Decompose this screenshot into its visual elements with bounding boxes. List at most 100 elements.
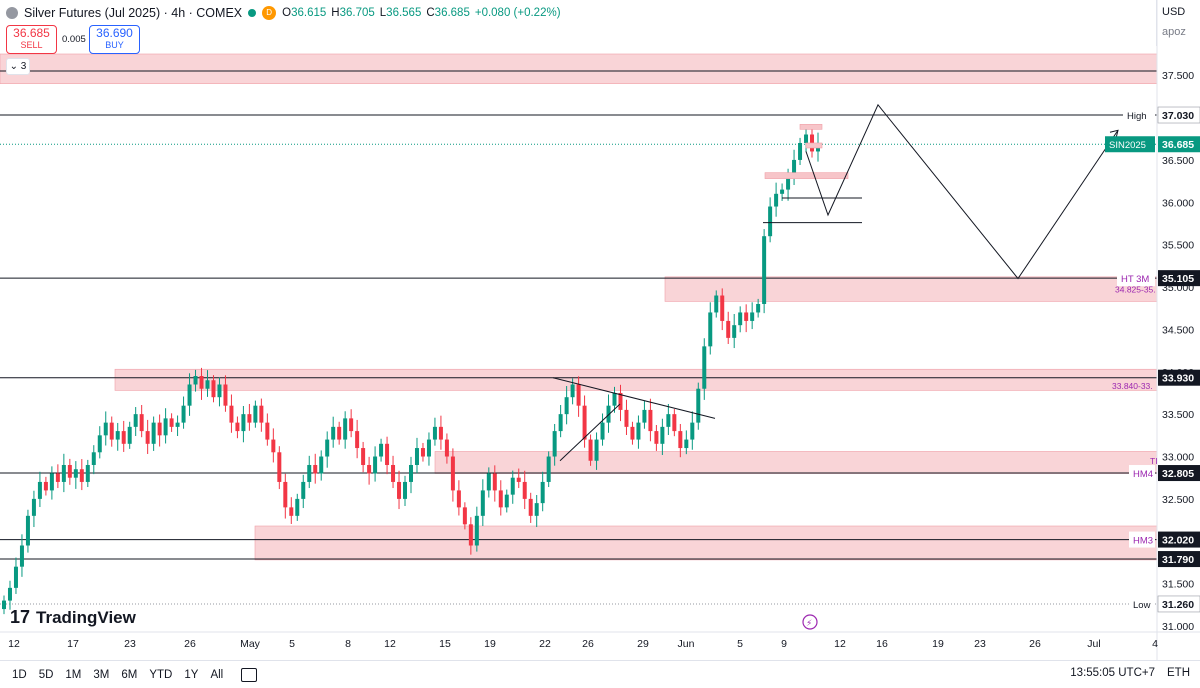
projection-path xyxy=(805,103,1119,280)
candle-body xyxy=(133,414,138,427)
x-tick-label: 9 xyxy=(781,638,787,650)
candle-body xyxy=(337,426,342,440)
level-tag-text: HM4 xyxy=(1133,469,1153,480)
candle-body xyxy=(109,422,114,440)
candle-body xyxy=(385,443,390,465)
candle-body xyxy=(756,303,761,313)
tf-1y[interactable]: 1Y xyxy=(184,668,199,681)
candle-body xyxy=(612,392,617,406)
x-tick-label: 26 xyxy=(184,638,196,650)
candle-body xyxy=(235,422,240,432)
candle-body xyxy=(492,473,497,491)
candle-body xyxy=(103,422,108,436)
tf-ytd[interactable]: YTD xyxy=(149,668,173,681)
candle-body xyxy=(594,439,599,461)
tf-1m[interactable]: 1M xyxy=(65,668,82,681)
tf-6m[interactable]: 6M xyxy=(121,668,138,681)
x-tick-label: 15 xyxy=(439,638,451,650)
zone-label: 34.825-35. xyxy=(1115,285,1156,295)
buy-label: BUY xyxy=(105,40,124,50)
candle-body xyxy=(307,464,312,482)
price-label-bg xyxy=(1158,551,1200,568)
sell-button[interactable]: 36.685 SELL xyxy=(6,25,57,54)
tf-1d[interactable]: 1D xyxy=(12,668,27,681)
price-label-bg xyxy=(1158,531,1200,548)
candle-body xyxy=(654,431,659,444)
candle-body xyxy=(792,159,797,177)
candle-body xyxy=(367,464,372,474)
candle-body xyxy=(648,409,653,432)
candle-body xyxy=(313,464,318,474)
candle-body xyxy=(600,422,605,440)
candle-body xyxy=(397,481,402,499)
candle-body xyxy=(426,439,431,457)
data-badge[interactable]: D xyxy=(262,6,277,20)
tf-all[interactable]: All xyxy=(210,668,224,681)
y-tick-label: 33.000 xyxy=(1162,452,1194,464)
x-tick-label: Jul xyxy=(1087,638,1100,650)
candle-body xyxy=(127,426,132,444)
candle-body xyxy=(438,426,443,440)
zone-label: TI xyxy=(1150,456,1158,466)
candle-body xyxy=(277,452,282,482)
level-tag-bg xyxy=(1129,531,1155,548)
scale-mode[interactable]: apoz xyxy=(1162,26,1186,38)
price-label: 36.685 xyxy=(1162,139,1194,151)
candle-body xyxy=(247,414,252,423)
spread-value: 0.005 xyxy=(62,34,86,45)
supply-demand-zone xyxy=(254,525,1158,561)
logo-text: TradingView xyxy=(36,607,136,627)
compare-range-icon[interactable] xyxy=(241,667,258,682)
ohlc-values: O36.615 H36.705 L36.565 C36.685 +0.080 (… xyxy=(282,7,561,19)
sell-price: 36.685 xyxy=(13,26,50,40)
sell-label: SELL xyxy=(20,40,43,50)
tf-5d[interactable]: 5D xyxy=(38,668,54,681)
candle-body xyxy=(726,320,731,338)
trendline xyxy=(552,377,716,419)
candle-body xyxy=(534,503,539,516)
clock[interactable]: 13:55:05 UTC+7 xyxy=(1070,667,1155,679)
session-toggle[interactable]: ETH xyxy=(1167,667,1190,679)
candle-body xyxy=(31,498,36,516)
symbol-title[interactable]: Silver Futures (Jul 2025) · 4h · COMEX xyxy=(24,6,243,20)
legend-header: Silver Futures (Jul 2025) · 4h · COMEX D… xyxy=(6,4,561,22)
candle-body xyxy=(606,405,611,423)
candle-body xyxy=(259,405,264,423)
close-value: 36.685 xyxy=(434,7,470,19)
candle-body xyxy=(546,456,551,482)
candle-body xyxy=(121,431,126,444)
price-label-bg xyxy=(1157,595,1200,613)
symbol-icon[interactable] xyxy=(6,7,18,19)
price-label-bg xyxy=(1158,270,1200,287)
candle-body xyxy=(73,469,78,478)
candle-body xyxy=(391,464,396,482)
candle-body xyxy=(462,507,467,525)
candle-body xyxy=(85,464,90,482)
price-label: 31.260 xyxy=(1162,599,1194,611)
x-tick-label: 26 xyxy=(1029,638,1041,650)
candle-body xyxy=(187,384,192,406)
price-tag-text: SIN2025 xyxy=(1109,140,1146,151)
candle-body xyxy=(379,443,384,457)
currency-selector[interactable]: USD xyxy=(1162,6,1186,18)
tf-3m[interactable]: 3M xyxy=(93,668,110,681)
price-label: 32.805 xyxy=(1162,468,1194,480)
candle-body xyxy=(456,490,461,508)
price-label-bg xyxy=(1158,369,1200,386)
timeframe-bar: 1D 5D 1M 3M 6M YTD 1Y All 13:55:05 UTC+7… xyxy=(0,660,1200,688)
price-label: 33.930 xyxy=(1162,373,1194,385)
candle-body xyxy=(19,545,24,567)
candle-body xyxy=(271,439,276,453)
tradingview-logo: 17 TradingView xyxy=(10,607,136,628)
candle-body xyxy=(636,422,641,440)
candle-body xyxy=(349,418,354,432)
open-value: 36.615 xyxy=(291,7,327,19)
indicators-toggle[interactable]: ⌄ 3 xyxy=(6,58,30,75)
candle-body xyxy=(708,312,713,347)
trendline xyxy=(559,403,621,462)
candle-body xyxy=(714,295,719,313)
candle-body xyxy=(768,206,773,237)
buy-button[interactable]: 36.690 BUY xyxy=(89,25,140,54)
